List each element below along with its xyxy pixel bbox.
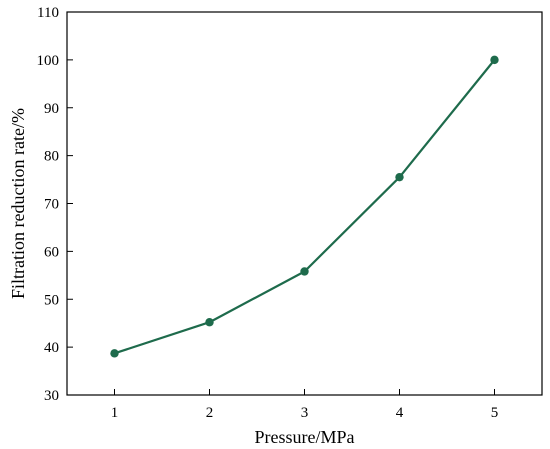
plot-area-border <box>66 11 543 396</box>
data-point <box>395 172 404 182</box>
y-tick-label: 80 <box>44 149 59 165</box>
data-point <box>300 267 309 276</box>
data-point <box>205 318 214 327</box>
series-line <box>114 59 496 355</box>
y-axis-ticks: 30 40 50 60 70 80 90 100 110 <box>37 5 73 404</box>
data-point <box>110 349 119 358</box>
y-tick-label: 90 <box>44 101 59 117</box>
x-axis-ticks: 1 2 3 4 5 <box>111 389 499 421</box>
y-tick-label: 70 <box>44 197 59 213</box>
x-tick-label: 3 <box>301 405 309 421</box>
y-tick-label: 110 <box>37 5 59 21</box>
data-point <box>490 55 499 65</box>
x-tick-label: 4 <box>396 405 404 421</box>
y-tick-label: 40 <box>44 340 59 356</box>
plot-frame <box>66 11 543 396</box>
x-tick-label: 5 <box>491 405 499 421</box>
y-tick-label: 60 <box>44 244 59 260</box>
x-tick-label: 2 <box>206 405 214 421</box>
y-tick-label: 100 <box>37 53 60 69</box>
x-axis-label: Pressure/MPa <box>255 427 355 447</box>
y-axis-label: Filtration reduction rate/% <box>8 108 28 299</box>
y-tick-label: 30 <box>44 388 59 404</box>
x-tick-label: 1 <box>111 405 119 421</box>
y-tick-label: 50 <box>44 292 59 308</box>
series-layer <box>110 55 499 358</box>
